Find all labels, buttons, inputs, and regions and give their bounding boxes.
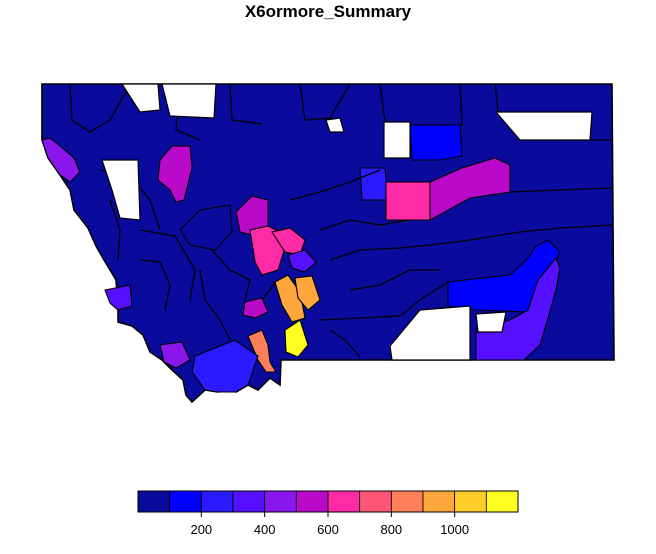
region-ravalli-violet <box>104 284 133 311</box>
no-data-region-2 <box>101 159 141 221</box>
map-title: X6ormore_Summary <box>244 2 412 21</box>
region-flathead-fill <box>179 204 233 251</box>
no-data-region-4 <box>383 121 411 159</box>
county-boundary-21 <box>261 281 276 301</box>
county-boundary-1 <box>69 83 131 133</box>
region-carbon-yellow <box>284 319 309 358</box>
county-boundary-11 <box>289 169 381 201</box>
region-meagher-violet <box>287 249 317 273</box>
county-boundary-16 <box>319 315 401 321</box>
no-data-region-1 <box>161 83 217 119</box>
county-regions <box>41 124 561 393</box>
region-phillips-magenta <box>429 157 511 221</box>
county-boundary-4 <box>299 83 351 121</box>
legend-tick-label-0: 200 <box>190 522 212 537</box>
legend-tick-label-3: 800 <box>380 522 402 537</box>
county-boundary-14 <box>429 224 613 246</box>
county-boundary-6 <box>459 83 463 127</box>
region-park-orange <box>294 275 321 311</box>
county-boundary-23 <box>109 199 121 261</box>
county-boundary-9 <box>139 229 196 301</box>
county-boundary-18 <box>509 187 613 193</box>
no-data-region-3 <box>325 117 345 133</box>
legend-swatch-3 <box>232 490 266 513</box>
region-blaine-pink <box>385 181 431 221</box>
legend-tick-label-1: 400 <box>254 522 276 537</box>
region-helena-pink-2 <box>271 227 306 256</box>
legend-swatch-2 <box>200 490 234 513</box>
legend-swatch-10 <box>454 490 487 513</box>
color-legend: 200 400 600 800 1000 <box>137 490 519 537</box>
legend-swatch-0 <box>137 490 171 513</box>
legend-swatch-6 <box>327 490 361 513</box>
region-mineral-violet <box>159 341 191 369</box>
county-boundary-20 <box>199 269 231 341</box>
legend-swatch-4 <box>264 490 297 513</box>
county-boundary-15 <box>349 269 440 291</box>
no-data-region-6 <box>389 305 471 361</box>
no-data-region-0 <box>120 83 161 113</box>
region-northwest-purple <box>41 137 81 183</box>
county-boundary-3 <box>229 83 263 125</box>
legend-swatch-9 <box>422 490 456 513</box>
county-boundary-12 <box>319 219 411 231</box>
region-lake-magenta <box>157 145 193 203</box>
region-madison-salmon <box>247 329 277 373</box>
county-boundary-13 <box>329 244 431 261</box>
county-boundary-22 <box>329 329 361 358</box>
legend-swatch-8 <box>390 490 424 513</box>
region-beaverhead-blue <box>191 339 259 393</box>
no-data-regions <box>101 83 593 361</box>
legend-tick-label-4: 1000 <box>440 522 469 537</box>
county-boundary-17 <box>399 281 449 317</box>
legend-swatch-5 <box>295 490 329 513</box>
no-data-region-7 <box>475 311 507 333</box>
legend-swatch-7 <box>359 490 392 513</box>
county-boundary-10 <box>211 249 251 301</box>
region-gallatin-orange <box>274 274 306 323</box>
region-big-horn-violet <box>475 256 561 361</box>
county-boundary-19 <box>139 259 171 311</box>
no-data-region-5 <box>494 111 593 141</box>
legend-tick-label-2: 600 <box>317 522 339 537</box>
legend-swatch-11 <box>485 490 519 513</box>
region-deerlodge-magenta <box>242 297 269 319</box>
region-northcentral-blue <box>409 124 463 161</box>
legend-swatch-1 <box>169 490 202 513</box>
